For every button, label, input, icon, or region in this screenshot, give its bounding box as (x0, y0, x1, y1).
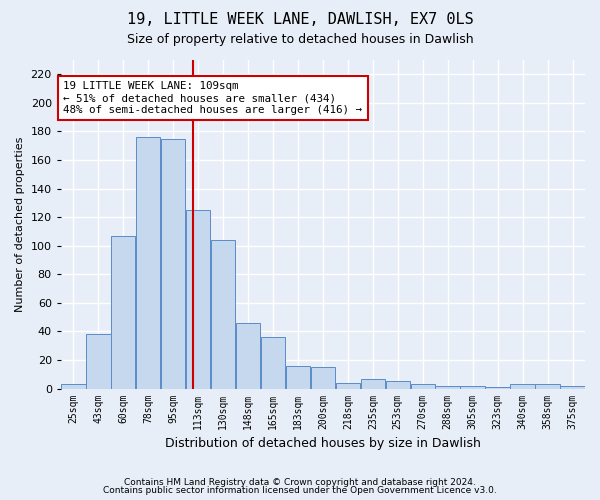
Bar (410, 384, 435, 388)
Bar (161, 138, 185, 388)
Bar (386, 382, 410, 388)
Text: 19, LITTLE WEEK LANE, DAWLISH, EX7 0LS: 19, LITTLE WEEK LANE, DAWLISH, EX7 0LS (127, 12, 473, 28)
Bar (311, 367, 335, 388)
Bar (335, 383, 360, 388)
Bar (111, 236, 136, 388)
Bar (511, 384, 535, 388)
Text: Contains public sector information licensed under the Open Government Licence v3: Contains public sector information licen… (103, 486, 497, 495)
Bar (485, 387, 510, 388)
X-axis label: Distribution of detached houses by size in Dawlish: Distribution of detached houses by size … (165, 437, 481, 450)
Bar (86, 334, 110, 388)
Text: 19 LITTLE WEEK LANE: 109sqm
← 51% of detached houses are smaller (434)
48% of se: 19 LITTLE WEEK LANE: 109sqm ← 51% of det… (64, 82, 362, 114)
Bar (535, 384, 560, 388)
Bar (436, 386, 460, 388)
Y-axis label: Number of detached properties: Number of detached properties (15, 136, 25, 312)
Text: Size of property relative to detached houses in Dawlish: Size of property relative to detached ho… (127, 32, 473, 46)
Bar (560, 386, 585, 388)
Bar (61, 384, 86, 388)
Text: Contains HM Land Registry data © Crown copyright and database right 2024.: Contains HM Land Registry data © Crown c… (124, 478, 476, 487)
Bar (460, 386, 485, 388)
Bar (361, 378, 385, 388)
Bar (186, 210, 211, 388)
Bar (211, 240, 235, 388)
Bar (286, 366, 310, 388)
Bar (136, 137, 160, 388)
Bar (236, 323, 260, 388)
Bar (261, 337, 285, 388)
